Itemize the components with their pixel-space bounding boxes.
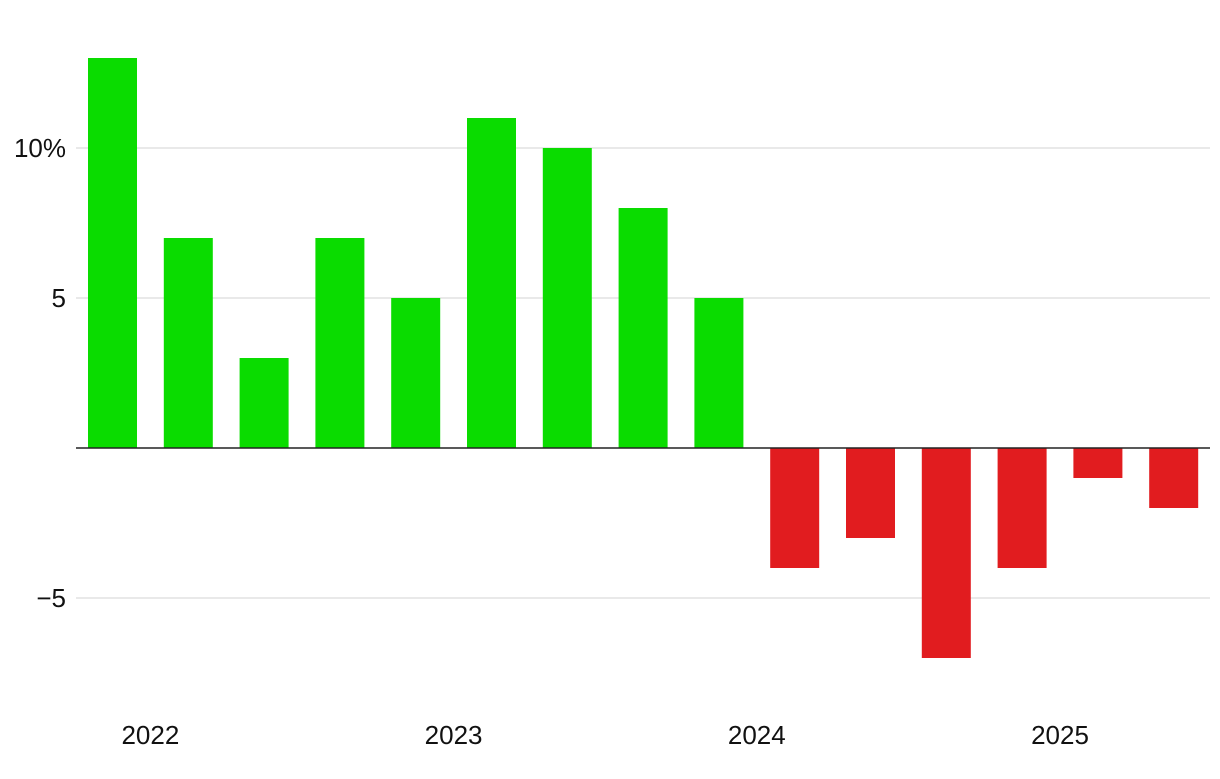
bar [542,148,592,448]
y-axis-ticks: 10% 5 −5 [14,133,66,613]
bar [618,208,668,448]
x-tick-label: 2024 [728,720,786,750]
x-axis-ticks: 2022 2023 2024 2025 [121,720,1088,750]
bar [239,358,289,448]
bar [921,448,971,658]
bar [846,448,895,538]
bar [88,58,137,448]
bar [315,238,365,448]
bar [1073,448,1123,478]
x-tick-label: 2023 [425,720,483,750]
y-tick-label: 5 [52,283,66,313]
y-tick-label: 10% [14,133,66,163]
bar [467,118,516,448]
bar [1149,448,1199,508]
bars [88,58,1199,658]
x-tick-label: 2025 [1031,720,1089,750]
bar [694,298,744,448]
bar [770,448,820,568]
y-tick-label: −5 [36,583,66,613]
bar [391,298,441,448]
bar [163,238,213,448]
bar [997,448,1047,568]
x-tick-label: 2022 [121,720,179,750]
